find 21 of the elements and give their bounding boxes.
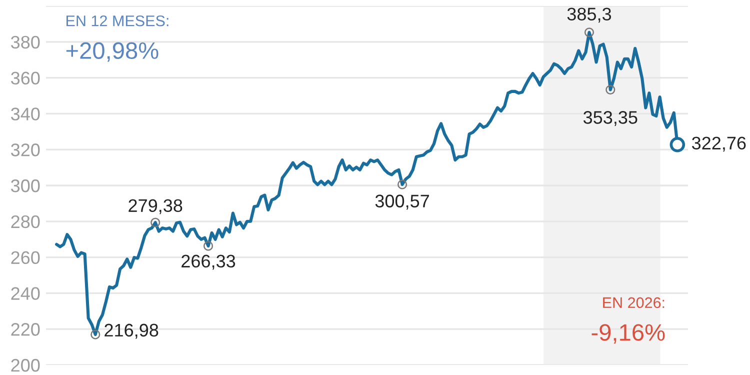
annotation: -9,16%	[592, 324, 665, 344]
y-tick-label: 200	[11, 358, 40, 372]
annotation: 266,33	[182, 254, 236, 270]
annotation: EN 12 MESES:	[66, 15, 168, 26]
y-tick-label: 240	[11, 287, 40, 300]
text: 322,76	[692, 136, 746, 152]
annotation: 353,35	[583, 111, 638, 126]
annotation: +20,98%	[66, 42, 158, 62]
y-tick-label: 380	[11, 36, 40, 49]
y-tick-label: 340	[11, 108, 40, 120]
annotation: 216,98	[104, 324, 158, 339]
annotation: 300,57	[375, 194, 429, 210]
annotation: 385,3	[567, 8, 612, 23]
y-tick-label: 360	[11, 72, 40, 85]
y-tick-label: 220	[11, 323, 40, 336]
y-tick-label: 260	[11, 251, 40, 264]
y-tick-label: 300	[11, 179, 40, 192]
annotation: EN 2026:	[603, 297, 664, 308]
y-tick-label: 320	[11, 144, 40, 156]
y-tick-label: 280	[11, 215, 40, 228]
annotation: 279,38	[128, 199, 182, 214]
